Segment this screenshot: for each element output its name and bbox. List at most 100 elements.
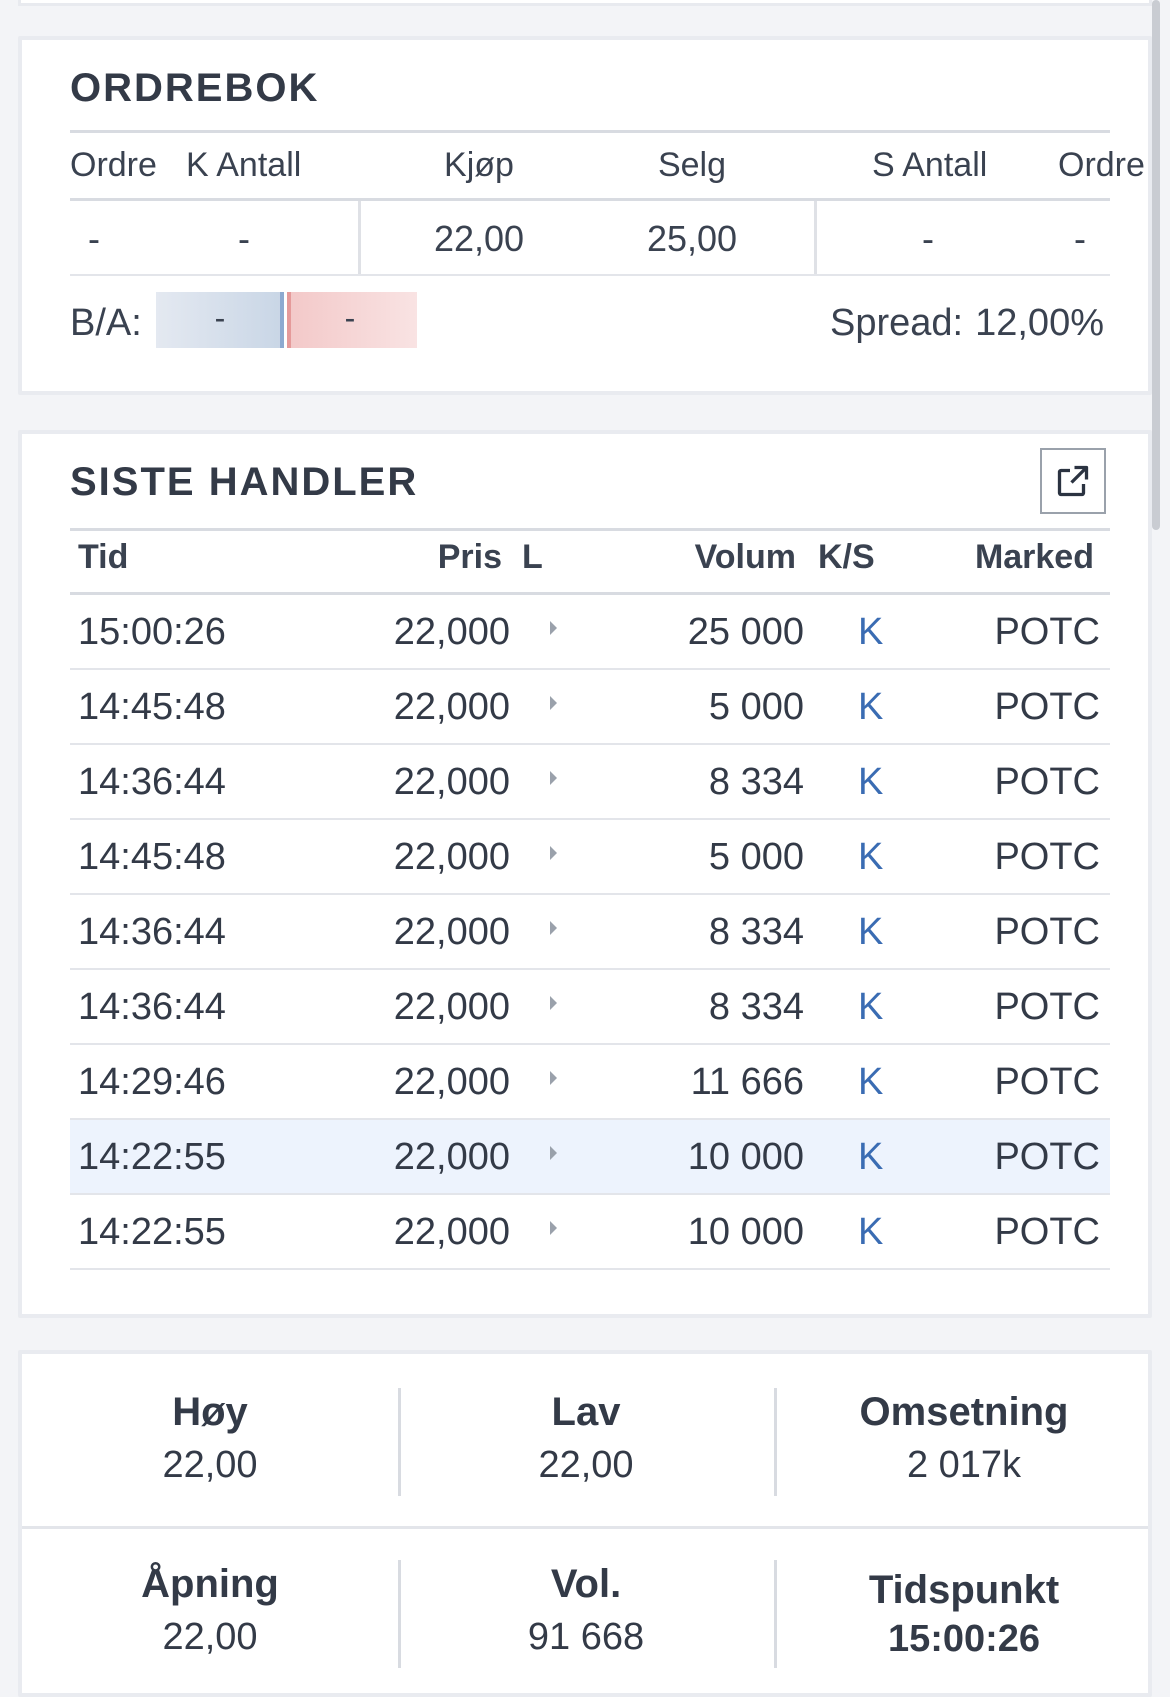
caret-right-icon [550, 996, 557, 1010]
trade-price: 22,000 [393, 836, 510, 878]
header-volume[interactable]: Volum [694, 538, 796, 576]
trade-price: 22,000 [393, 686, 510, 728]
stats-card: Høy 22,00 Lav 22,00 Omsetning 2 017k Åpn… [18, 1350, 1152, 1697]
popout-button[interactable] [1040, 448, 1106, 514]
header-ask-qty: S Antall [872, 146, 988, 184]
trade-ks: K [858, 836, 884, 878]
ask-bar [291, 292, 417, 348]
stat-volume-value: 91 668 [527, 1616, 645, 1658]
trade-volume: 5 000 [708, 686, 804, 728]
table-row[interactable]: 15:00:26 22,000 25 000 K POTC [70, 595, 1110, 670]
divider [70, 274, 1110, 276]
trade-time: 14:45:48 [78, 836, 226, 878]
trade-volume: 8 334 [708, 761, 804, 803]
caret-right-icon [550, 921, 557, 935]
trades-list: 15:00:26 22,000 25 000 K POTC 14:45:48 2… [70, 595, 1110, 1270]
trade-market: POTC [994, 911, 1100, 953]
trade-market: POTC [994, 1136, 1100, 1178]
trade-market: POTC [994, 986, 1100, 1028]
trade-market: POTC [994, 611, 1100, 653]
stat-low-label: Lav [551, 1390, 621, 1434]
header-time[interactable]: Tid [78, 538, 129, 576]
header-market[interactable]: Marked [974, 538, 1094, 576]
bid-price-value[interactable]: 22,00 [433, 218, 525, 259]
table-row[interactable]: 14:22:55 22,000 10 000 K POTC [70, 1120, 1110, 1195]
trade-ks: K [858, 911, 884, 953]
table-row[interactable]: 14:29:46 22,000 11 666 K POTC [70, 1045, 1110, 1120]
header-ask: Selg [657, 146, 727, 184]
trade-market: POTC [994, 761, 1100, 803]
stat-timestamp-label: Tidspunkt [868, 1568, 1060, 1612]
divider [70, 130, 1110, 133]
ask-orders-value: - [1074, 218, 1086, 259]
trade-time: 14:36:44 [78, 911, 226, 953]
trades-title: SISTE HANDLER [70, 460, 419, 504]
table-row[interactable]: 14:36:44 22,000 8 334 K POTC [70, 970, 1110, 1045]
trade-market: POTC [994, 686, 1100, 728]
header-ks[interactable]: K/S [818, 538, 875, 576]
external-link-icon [1057, 465, 1089, 497]
divider [774, 1388, 777, 1496]
ba-ask-value: - [344, 300, 356, 336]
spread-value: 12,00% [975, 302, 1104, 344]
header-l[interactable]: L [522, 538, 543, 576]
caret-right-icon [550, 771, 557, 785]
trade-price: 22,000 [393, 1061, 510, 1103]
scrollbar[interactable] [1152, 0, 1160, 530]
header-bid-qty: K Antall [186, 146, 302, 184]
stat-open-label: Åpning [141, 1562, 279, 1606]
table-row[interactable]: 14:36:44 22,000 8 334 K POTC [70, 895, 1110, 970]
stat-timestamp-value: 15:00:26 [887, 1618, 1041, 1660]
trade-ks: K [858, 986, 884, 1028]
caret-right-icon [550, 1146, 557, 1160]
divider [22, 1526, 1148, 1529]
ask-qty-value: - [922, 218, 934, 259]
table-row[interactable]: 14:22:55 22,000 10 000 K POTC [70, 1195, 1110, 1270]
previous-card-edge [18, 0, 1152, 6]
ba-label: B/A: [70, 302, 142, 344]
header-ask-orders: Ordre [1058, 146, 1145, 184]
caret-right-icon [550, 846, 557, 860]
trade-price: 22,000 [393, 1136, 510, 1178]
trade-time: 14:22:55 [78, 1211, 226, 1253]
trade-time: 14:29:46 [78, 1061, 226, 1103]
trade-price: 22,000 [393, 911, 510, 953]
trade-time: 15:00:26 [78, 611, 226, 653]
divider [70, 198, 1110, 201]
trade-price: 22,000 [393, 761, 510, 803]
header-price[interactable]: Pris [437, 538, 502, 576]
trade-ks: K [858, 686, 884, 728]
divider [70, 528, 1110, 531]
trade-volume: 10 000 [687, 1211, 804, 1253]
caret-right-icon [550, 1221, 557, 1235]
caret-right-icon [550, 621, 557, 635]
trade-volume: 10 000 [687, 1136, 804, 1178]
trade-volume: 5 000 [708, 836, 804, 878]
header-bid-orders: Ordre [70, 146, 157, 184]
spread-label: Spread: [830, 302, 964, 344]
stat-high-value: 22,00 [162, 1444, 258, 1486]
trade-price: 22,000 [393, 611, 510, 653]
trade-price: 22,000 [393, 986, 510, 1028]
stat-volume-label: Vol. [550, 1562, 622, 1606]
ask-price-value[interactable]: 25,00 [646, 218, 738, 259]
trade-volume: 8 334 [708, 911, 804, 953]
trade-price: 22,000 [393, 1211, 510, 1253]
stat-high-label: Høy [172, 1390, 248, 1434]
divider [398, 1388, 401, 1496]
trade-volume: 8 334 [708, 986, 804, 1028]
trade-time: 14:45:48 [78, 686, 226, 728]
trade-time: 14:36:44 [78, 761, 226, 803]
caret-right-icon [550, 696, 557, 710]
orderbook-title: ORDREBOK [70, 66, 320, 110]
trade-ks: K [858, 1211, 884, 1253]
trade-ks: K [858, 611, 884, 653]
table-row[interactable]: 14:36:44 22,000 8 334 K POTC [70, 745, 1110, 820]
trade-market: POTC [994, 836, 1100, 878]
trades-card: SISTE HANDLER Tid Pris L Volum K/S Marke… [18, 430, 1152, 1318]
table-row[interactable]: 14:45:48 22,000 5 000 K POTC [70, 820, 1110, 895]
trade-time: 14:36:44 [78, 986, 226, 1028]
trade-ks: K [858, 1061, 884, 1103]
table-row[interactable]: 14:45:48 22,000 5 000 K POTC [70, 670, 1110, 745]
header-bid: Kjøp [444, 146, 514, 184]
